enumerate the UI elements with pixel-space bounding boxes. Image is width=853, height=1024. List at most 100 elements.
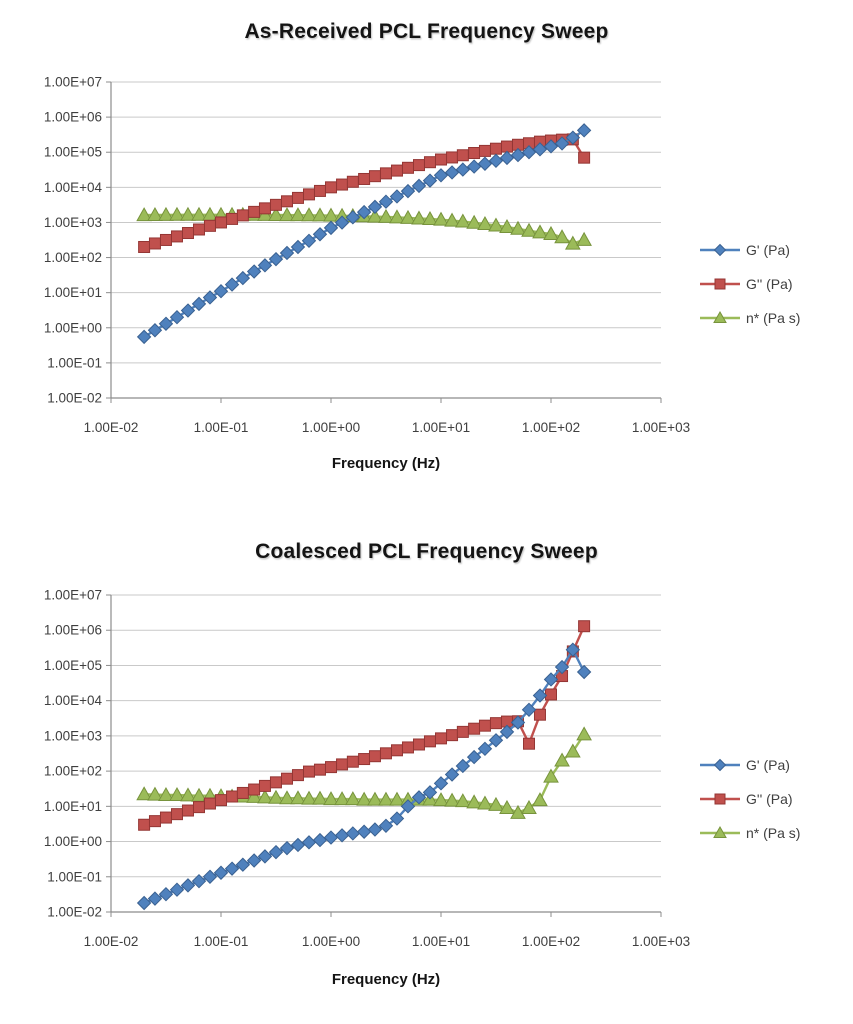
data-point-g-prime (477, 156, 493, 171)
data-point-g-prime (191, 296, 207, 312)
data-point-g-double-prime (578, 151, 591, 164)
x-tick-label: 1.00E+01 (412, 420, 470, 435)
x-tick-label: 1.00E-01 (194, 420, 249, 435)
y-tick-label: 1.00E+07 (44, 588, 102, 603)
data-point-g-double-prime (148, 815, 161, 828)
y-tick-label: 1.00E+04 (44, 693, 103, 708)
x-tick-label: 1.00E+00 (302, 934, 360, 949)
x-tick-label: 1.00E+02 (522, 934, 580, 949)
y-tick-label: 1.00E+06 (44, 110, 102, 125)
data-point-g-prime (268, 251, 284, 267)
data-point-g-prime (345, 826, 361, 841)
data-point-n-star (422, 211, 438, 226)
data-point-g-prime (268, 844, 284, 860)
data-point-g-prime (532, 688, 548, 703)
data-point-n-star (466, 214, 482, 229)
data-point-g-double-prime (226, 212, 239, 225)
data-point-n-star (521, 799, 537, 814)
y-tick-label: 1.00E+03 (44, 728, 102, 743)
data-point-n-star (378, 791, 394, 806)
data-point-g-double-prime (325, 761, 337, 774)
data-point-g-prime (147, 323, 163, 338)
data-point-g-prime (543, 672, 559, 687)
data-point-g-prime (312, 227, 328, 242)
data-point-g-prime (367, 199, 383, 215)
data-point-g-double-prime (280, 772, 293, 785)
data-point-g-prime (257, 849, 273, 864)
data-point-g-prime (422, 173, 438, 188)
data-point-n-star (334, 791, 350, 806)
data-point-g-prime (411, 790, 427, 805)
data-point-g-prime (202, 290, 218, 305)
data-point-n-star (290, 207, 306, 222)
data-point-n-star (554, 229, 570, 244)
y-tick-label: 1.00E+00 (44, 320, 102, 335)
y-tick-label: 1.00E-02 (47, 391, 102, 406)
data-point-g-prime (455, 162, 471, 177)
data-point-g-double-prime (269, 198, 282, 211)
data-point-g-double-prime (203, 797, 216, 810)
data-point-g-prime (466, 749, 482, 765)
data-point-g-double-prime (170, 808, 183, 821)
data-point-n-star (488, 796, 504, 811)
data-point-n-star (564, 235, 581, 250)
data-point-g-prime (521, 702, 537, 718)
data-point-g-prime (488, 733, 504, 748)
series-g-double-prime (138, 620, 591, 831)
data-point-g-double-prime (423, 735, 436, 748)
data-point-g-prime (400, 183, 416, 199)
data-point-g-double-prime (379, 167, 392, 180)
data-point-n-star (454, 213, 471, 228)
data-point-g-double-prime (248, 205, 261, 218)
data-point-g-prime (323, 830, 339, 845)
data-point-g-prime (191, 873, 207, 889)
data-point-g-prime (576, 123, 592, 138)
data-point-n-star (400, 209, 416, 224)
data-point-g-double-prime (258, 202, 271, 215)
x-tick-label: 1.00E-02 (84, 420, 139, 435)
data-point-g-double-prime (523, 737, 536, 750)
y-tick-label: 1.00E+01 (44, 799, 102, 814)
data-point-n-star (147, 786, 163, 801)
data-point-n-star (554, 752, 570, 767)
data-point-g-prime (444, 767, 460, 782)
data-point-g-double-prime (215, 794, 227, 807)
data-point-g-prime (565, 130, 581, 145)
data-point-n-star (576, 726, 592, 741)
data-point-n-star (499, 799, 515, 814)
chart-title-as-received: As-Received PCL Frequency Sweep (244, 20, 609, 43)
data-point-n-star (312, 207, 328, 222)
y-tick-label: 1.00E+07 (44, 75, 102, 90)
data-point-g-prime (554, 136, 570, 151)
data-point-g-prime (477, 741, 493, 757)
data-point-n-star (378, 208, 394, 223)
data-point-g-double-prime (435, 732, 447, 745)
y-tick-label: 1.00E+02 (44, 250, 102, 265)
data-point-g-prime (565, 642, 581, 657)
data-point-g-prime (235, 270, 251, 286)
data-point-g-prime (235, 857, 251, 872)
legend-item-g-prime: G' (Pa) (700, 757, 790, 773)
data-point-n-star (268, 789, 284, 804)
data-point-g-prime (378, 818, 394, 834)
data-point-g-prime (433, 776, 449, 791)
data-point-g-double-prime (379, 747, 392, 760)
data-point-g-prime (279, 245, 295, 261)
y-tick-label: 1.00E+05 (44, 658, 102, 673)
data-point-g-prime (521, 145, 537, 160)
y-tick-label: 1.00E-02 (47, 905, 102, 920)
legend-label-g-double-prime: G'' (Pa) (746, 791, 793, 807)
data-point-g-prime (301, 233, 317, 249)
legend-item-g-prime: G' (Pa) (700, 242, 790, 258)
legend-item-g-double-prime: G'' (Pa) (700, 791, 793, 807)
data-point-g-double-prime (159, 811, 172, 824)
data-point-n-star (367, 208, 383, 223)
data-point-g-prime (180, 303, 196, 318)
data-point-g-double-prime (358, 172, 371, 185)
chart-title-coalesced: Coalesced PCL Frequency Sweep (255, 540, 598, 563)
y-tick-label: 1.00E-01 (47, 869, 102, 884)
data-point-g-prime (213, 865, 229, 880)
x-tick-label: 1.00E+00 (302, 420, 360, 435)
data-point-g-prime (455, 758, 471, 774)
